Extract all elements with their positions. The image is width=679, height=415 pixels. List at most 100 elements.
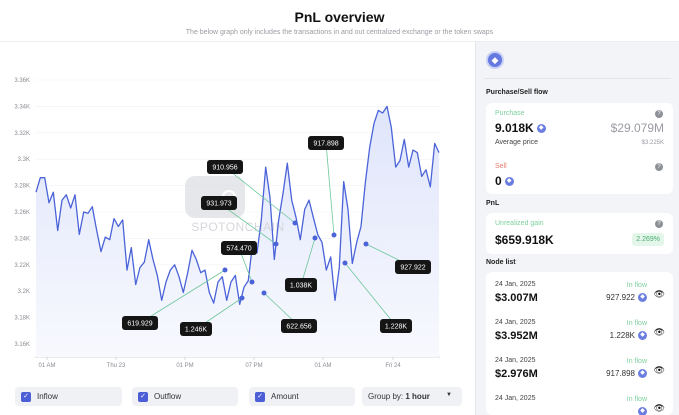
node-usd: $3.007M bbox=[495, 292, 538, 304]
hide-eye-icon[interactable]: 👁 bbox=[653, 403, 665, 413]
node-connector bbox=[224, 166, 296, 224]
x-tick-label: 01 PM bbox=[176, 363, 193, 369]
node-date: 24 Jan, 2025 bbox=[495, 281, 536, 288]
node-label: 622.656 bbox=[286, 324, 311, 331]
node-label-box bbox=[122, 316, 158, 330]
hide-eye-icon[interactable]: 👁 bbox=[653, 289, 665, 299]
eth-icon: ◆ bbox=[486, 51, 504, 69]
unrealized-value: $659.918K bbox=[495, 233, 554, 247]
y-tick-label: 3.22K bbox=[14, 263, 30, 269]
group-by-label: Group by: bbox=[368, 392, 404, 401]
node-dot bbox=[363, 241, 369, 247]
outflow-label: Outflow bbox=[154, 392, 182, 401]
pnl-chart: 3.16K 3.18K 3.2K 3.22K 3.24K 3.26K 3.28K 3.3K 3.… bbox=[14, 78, 440, 369]
y-tick-label: 3.18K bbox=[14, 316, 30, 322]
node-label-box bbox=[380, 319, 412, 333]
node-connector bbox=[344, 262, 397, 327]
node-date: 24 Jan, 2025 bbox=[495, 357, 536, 364]
y-tick-label: 3.26K bbox=[14, 210, 30, 216]
node-dot bbox=[312, 235, 318, 241]
y-tick-label: 3.24K bbox=[14, 236, 30, 242]
node-label: 917.898 bbox=[313, 141, 338, 148]
watermark-text: SPOTONCHAIN bbox=[191, 220, 284, 234]
page-subtitle: The below graph only includes the transa… bbox=[185, 29, 494, 36]
inflow-label: Inflow bbox=[37, 392, 58, 401]
avg-price-label: Average price bbox=[495, 139, 539, 146]
check-icon: ✓ bbox=[138, 391, 148, 402]
eth-icon: ◆ bbox=[638, 369, 647, 379]
node-label-box bbox=[180, 322, 212, 336]
node-amount-value: 917.898 bbox=[606, 369, 635, 378]
node-dot bbox=[292, 220, 298, 226]
node-dot bbox=[342, 260, 348, 266]
group-by-select[interactable]: Group by: 1 hour ▼ bbox=[362, 387, 462, 406]
node-list-item[interactable]: 24 Jan, 2025 In flow ◆ 👁 bbox=[486, 391, 673, 415]
page-title: PnL overview bbox=[294, 9, 385, 25]
amount-label: Amount bbox=[271, 392, 299, 401]
y-tick-label: 3.34K bbox=[14, 104, 30, 110]
node-amount: ◆ bbox=[635, 407, 647, 415]
help-icon[interactable]: ? bbox=[655, 110, 663, 118]
purchase-amount: 9.018K ◆ bbox=[495, 121, 546, 135]
purchase-label: Purchase bbox=[495, 110, 525, 117]
purchase-usd: $29.079M bbox=[610, 121, 664, 135]
amount-checkbox[interactable]: ✓ Amount bbox=[249, 387, 355, 406]
node-connector bbox=[325, 142, 335, 236]
node-list-item[interactable]: 24 Jan, 2025 $3.007M In flow 927.922 ◆ 👁 bbox=[486, 277, 673, 315]
purchase-amount-value: 9.018K bbox=[495, 121, 534, 135]
node-dot bbox=[331, 232, 337, 238]
purchase-sell-card: Purchase ? 9.018K ◆ $29.079M Average pric… bbox=[486, 103, 673, 194]
node-dot bbox=[249, 279, 255, 285]
node-usd: $3.952M bbox=[495, 330, 538, 342]
node-list-item[interactable]: 24 Jan, 2025 $3.952M In flow 1.228K ◆ 👁 bbox=[486, 315, 673, 353]
y-tick-label: 3.28K bbox=[14, 184, 30, 190]
node-connector bbox=[300, 237, 316, 286]
x-tick-label: 01 AM bbox=[314, 363, 331, 369]
node-type: In flow bbox=[626, 358, 647, 365]
hide-eye-icon[interactable]: 👁 bbox=[653, 365, 665, 375]
node-connector bbox=[139, 269, 226, 324]
hide-eye-icon[interactable]: 👁 bbox=[653, 327, 665, 337]
y-tick-label: 3.16K bbox=[14, 342, 30, 348]
price-line bbox=[35, 105, 440, 306]
pnl-title: PnL bbox=[486, 200, 500, 207]
node-label-box bbox=[221, 241, 257, 255]
inflow-checkbox[interactable]: ✓ Inflow bbox=[15, 387, 122, 406]
sell-amount-value: 0 bbox=[495, 174, 502, 188]
node-list-item[interactable]: 24 Jan, 2025 $2.976M In flow 917.898 ◆ 👁 bbox=[486, 353, 673, 391]
help-icon[interactable]: ? bbox=[655, 220, 663, 228]
y-tick-label: 3.3K bbox=[18, 157, 30, 163]
node-type: In flow bbox=[626, 396, 647, 403]
node-label-box bbox=[308, 136, 344, 150]
sell-amount: 0 ◆ bbox=[495, 174, 514, 188]
check-icon: ✓ bbox=[255, 391, 265, 402]
node-date: 24 Jan, 2025 bbox=[495, 319, 536, 326]
avg-price-value: $3.225K bbox=[641, 140, 664, 146]
flow-title: Purchase/Sell flow bbox=[486, 89, 548, 96]
eth-icon: ◆ bbox=[638, 331, 647, 341]
node-type: In flow bbox=[626, 320, 647, 327]
node-list-title: Node list bbox=[486, 259, 516, 266]
node-dot bbox=[261, 290, 267, 296]
eth-icon: ◆ bbox=[536, 124, 546, 134]
area-fill bbox=[36, 106, 439, 358]
outflow-checkbox[interactable]: ✓ Outflow bbox=[132, 387, 238, 406]
node-date: 24 Jan, 2025 bbox=[495, 395, 536, 402]
side-panel: ◆ Purchase/Sell flow Purchase ? 9.018K ◆ … bbox=[475, 42, 679, 415]
eth-icon: ◆ bbox=[638, 293, 647, 303]
node-usd: $2.976M bbox=[495, 368, 538, 380]
x-tick-label: 01 AM bbox=[38, 363, 55, 369]
node-label: 1.228K bbox=[385, 324, 408, 331]
pnl-percent-badge: 2.269% bbox=[632, 233, 664, 246]
unrealized-label: Unrealized gain bbox=[495, 220, 544, 227]
help-icon[interactable]: ? bbox=[655, 163, 663, 171]
node-label: 931.973 bbox=[206, 201, 231, 208]
pnl-card: Unrealized gain ? $659.918K 2.269% bbox=[486, 213, 673, 254]
node-amount: 917.898 ◆ bbox=[606, 369, 647, 379]
y-tick-label: 3.36K bbox=[14, 78, 30, 84]
node-amount: 927.922 ◆ bbox=[606, 293, 647, 303]
x-tick-label: Fri 24 bbox=[385, 363, 401, 369]
group-by-value: 1 hour bbox=[405, 392, 430, 401]
header: PnL overview The below graph only includ… bbox=[0, 0, 679, 42]
node-type: In flow bbox=[626, 282, 647, 289]
